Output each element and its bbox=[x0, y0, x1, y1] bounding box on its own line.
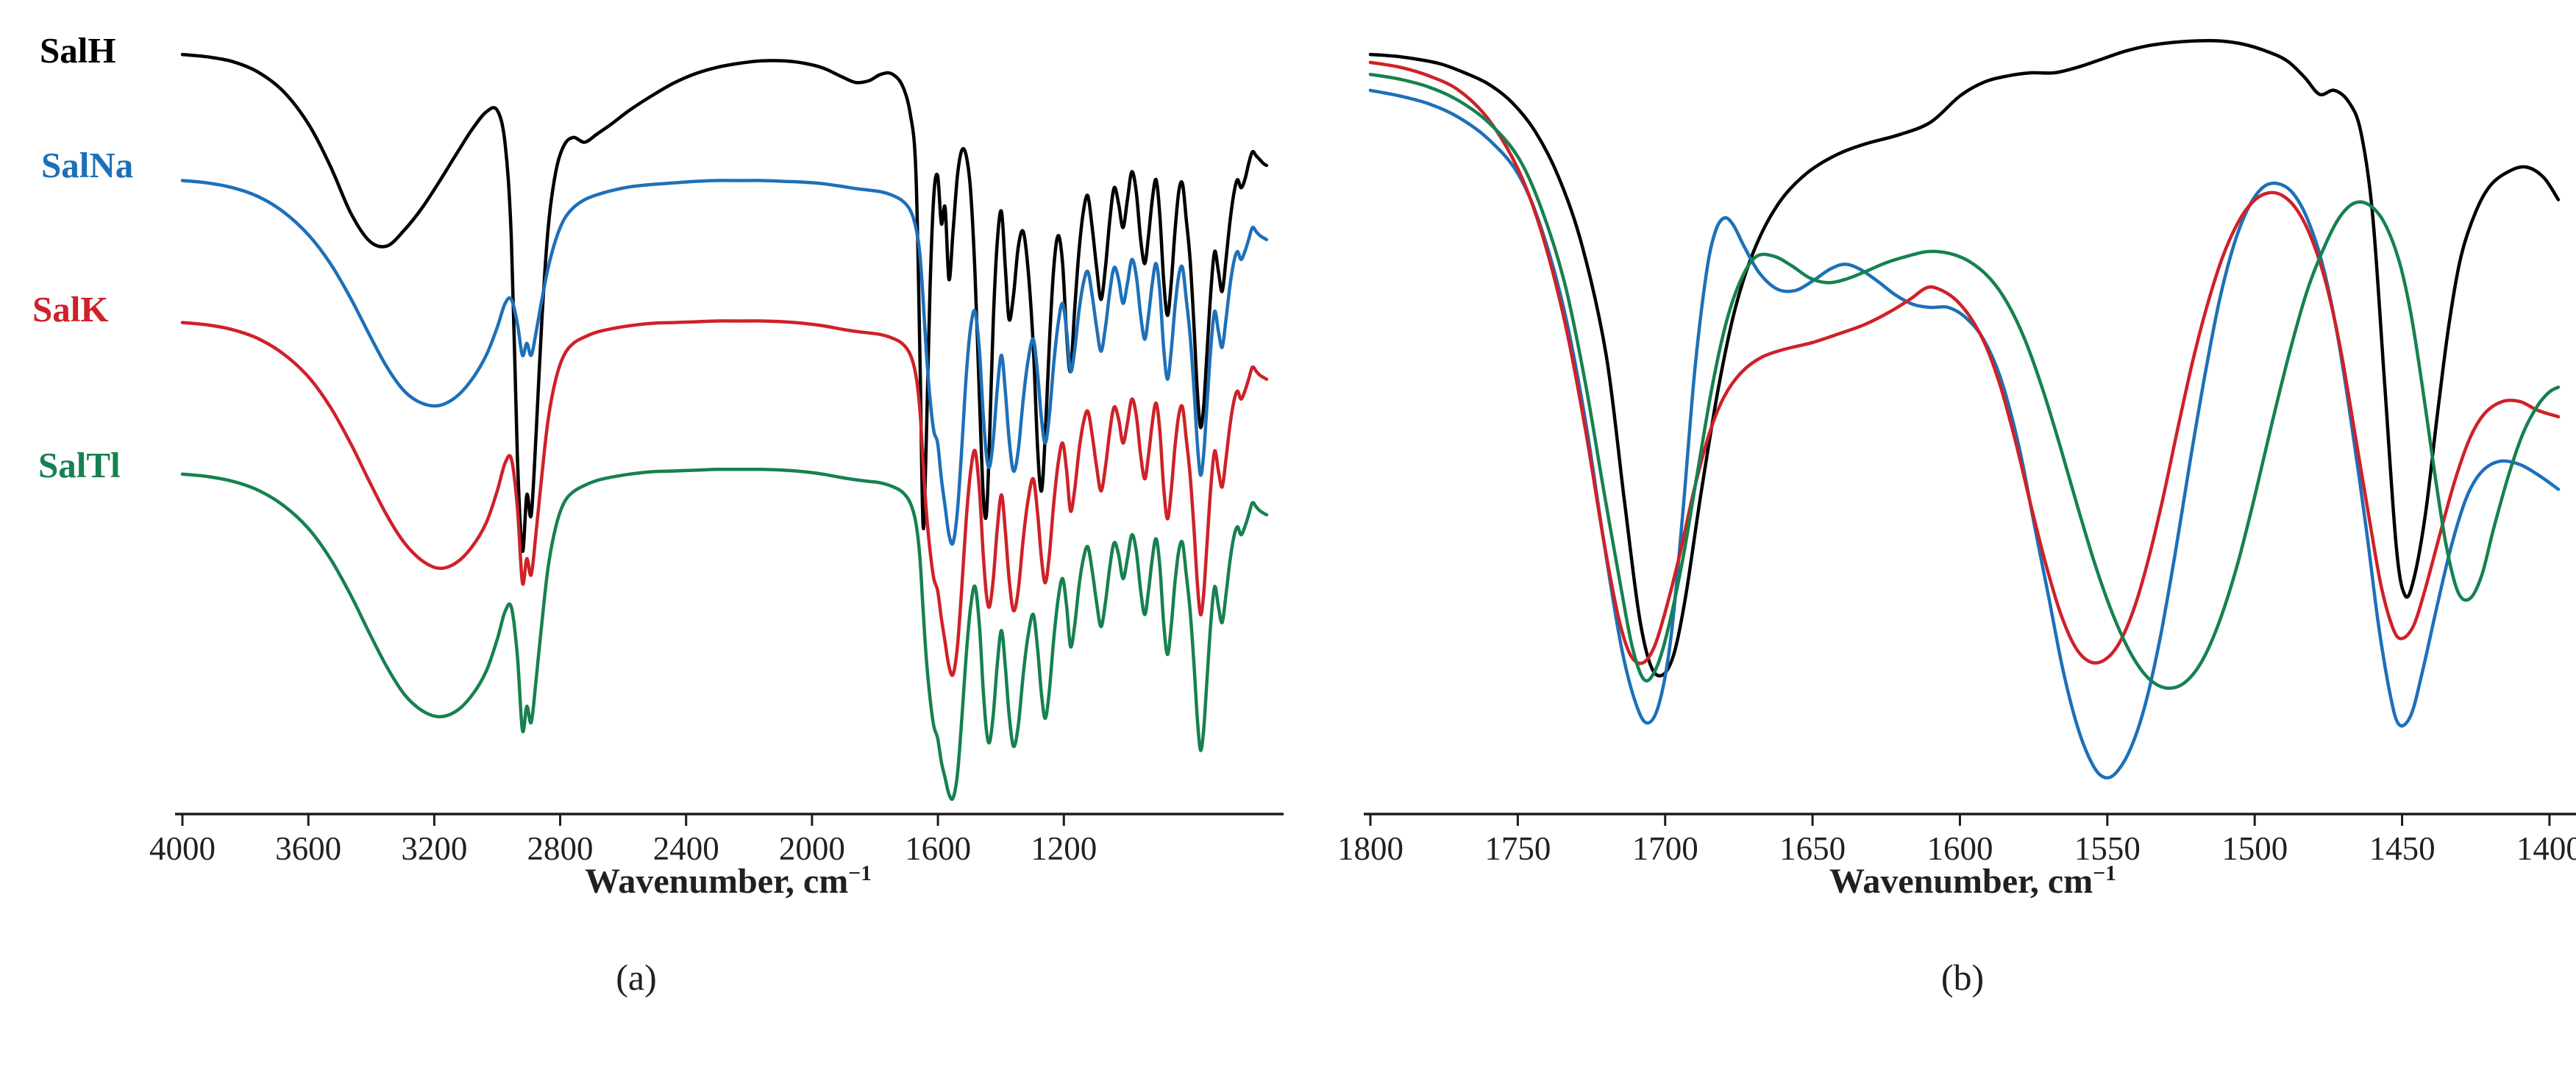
series-path-SalNa-a bbox=[180, 179, 1269, 546]
panel-letter-a: (a) bbox=[616, 957, 657, 998]
tick-label-a-2400: 2400 bbox=[653, 830, 719, 867]
tick-label-a-3200: 3200 bbox=[401, 830, 467, 867]
x-axis-title-a-base: Wavenumber, cm bbox=[584, 862, 849, 901]
series-path-SalTl-a bbox=[180, 467, 1269, 802]
series-path-SalK-a bbox=[180, 319, 1269, 677]
x-axis-title-b-base: Wavenumber, cm bbox=[1829, 862, 2093, 901]
tick-label-b-1500: 1500 bbox=[2221, 830, 2288, 867]
tick-label-b-1650: 1650 bbox=[1779, 830, 1846, 867]
tick-label-a-2800: 2800 bbox=[527, 830, 594, 867]
series-path-SalH-a bbox=[180, 52, 1269, 553]
x-axis-title-a-sup: −1 bbox=[848, 861, 872, 885]
panel-letter-b: (b) bbox=[1940, 957, 1985, 998]
tick-label-a-1200: 1200 bbox=[1031, 830, 1097, 867]
tick-label-b-1400: 1400 bbox=[2516, 830, 2576, 867]
series-path-SalNa-b bbox=[1368, 88, 2561, 780]
series-path-SalH-b bbox=[1368, 38, 2561, 678]
series-path-SalK-b bbox=[1368, 60, 2561, 665]
tick-label-b-1700: 1700 bbox=[1632, 830, 1698, 867]
legend-label-salh: SalH bbox=[40, 30, 116, 71]
tick-label-a-4000: 4000 bbox=[149, 830, 216, 867]
legend-label-saltl: SalTl bbox=[38, 445, 121, 485]
tick-label-a-2000: 2000 bbox=[779, 830, 845, 867]
x-axis-title-b: Wavenumber, cm−1 bbox=[1679, 861, 2267, 902]
x-axis-title-b-sup: −1 bbox=[2093, 861, 2117, 885]
series-path-SalTl-b bbox=[1368, 72, 2561, 690]
legend-label-salna: SalNa bbox=[41, 145, 134, 185]
tick-label-a-3600: 3600 bbox=[275, 830, 341, 867]
tick-label-b-1800: 1800 bbox=[1337, 830, 1403, 867]
tick-label-a-1600: 1600 bbox=[905, 830, 971, 867]
tick-label-b-1750: 1750 bbox=[1484, 830, 1551, 867]
tick-label-b-1450: 1450 bbox=[2369, 830, 2436, 867]
tick-label-b-1550: 1550 bbox=[2074, 830, 2141, 867]
x-axis-title-a: Wavenumber, cm−1 bbox=[434, 861, 1022, 902]
legend-label-salk: SalK bbox=[32, 289, 109, 329]
tick-label-b-1600: 1600 bbox=[1926, 830, 1993, 867]
